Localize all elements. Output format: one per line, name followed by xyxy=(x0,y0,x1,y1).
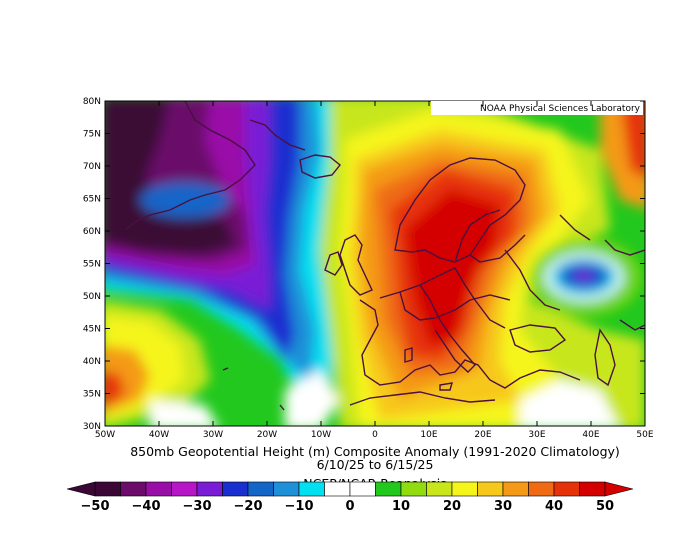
colorbar-swatch xyxy=(400,481,427,497)
colorbar-swatch xyxy=(579,481,606,497)
credit-box xyxy=(431,101,643,115)
latitude-label: 30N xyxy=(83,422,101,432)
colorbar-label: −30 xyxy=(183,499,212,514)
longitude-label: 10W xyxy=(311,430,331,440)
colorbar-label: −40 xyxy=(132,499,161,514)
longitude-label: 30W xyxy=(203,430,223,440)
longitude-label: 20E xyxy=(474,430,491,440)
colorbar-swatch xyxy=(94,481,121,497)
colorbar-swatch xyxy=(528,481,555,497)
colorbar-swatch xyxy=(120,481,147,497)
colorbar-swatch xyxy=(273,481,300,497)
colorbar-label: 0 xyxy=(345,499,354,514)
latitude-label: 50N xyxy=(83,292,101,302)
colorbar-swatch xyxy=(171,481,198,497)
colorbar-labels: −50 −40 −30 −20 −10 0 10 20 30 40 50 xyxy=(81,499,615,514)
colorbar-swatch xyxy=(298,481,325,497)
latitude-label: 65N xyxy=(83,195,101,205)
longitude-label: 40W xyxy=(149,430,169,440)
latitude-label: 45N xyxy=(83,325,101,335)
longitude-label: 20W xyxy=(257,430,277,440)
colorbar-swatch xyxy=(247,481,274,497)
latitude-label: 80N xyxy=(83,97,101,107)
colorbar-label: −20 xyxy=(234,499,263,514)
colorbar xyxy=(66,481,634,497)
longitude-label: 50W xyxy=(95,430,115,440)
colorbar-label: −50 xyxy=(81,499,110,514)
colorbar-swatch xyxy=(222,481,249,497)
colorbar-label: 50 xyxy=(596,499,614,514)
colorbar-swatch xyxy=(349,481,376,497)
map-date-range: 6/10/25 to 6/15/25 xyxy=(317,457,434,472)
colorbar-swatch xyxy=(502,481,529,497)
colorbar-swatch xyxy=(553,481,580,497)
colorbar-label: 40 xyxy=(545,499,563,514)
colorbar-swatch xyxy=(375,481,402,497)
map-title: 850mb Geopotential Height (m) Composite … xyxy=(130,444,620,459)
latitude-label: 40N xyxy=(83,357,101,367)
colorbar-swatch xyxy=(451,481,478,497)
coastlines xyxy=(124,101,645,411)
longitude-label: 30E xyxy=(528,430,545,440)
longitude-label: 40E xyxy=(582,430,599,440)
axis-ticks xyxy=(104,100,646,427)
credit-label: NOAA Physical Sciences Laboratory xyxy=(480,104,641,114)
latitude-label: 70N xyxy=(83,162,101,172)
colorbar-swatch xyxy=(324,481,351,497)
longitude-label: 10E xyxy=(420,430,437,440)
latitude-label: 35N xyxy=(83,390,101,400)
latitude-label: 55N xyxy=(83,260,101,270)
colorbar-high-arrow xyxy=(604,481,634,497)
colorbar-swatch xyxy=(477,481,504,497)
colorbar-swatch xyxy=(196,481,223,497)
anomaly-field xyxy=(105,101,645,426)
colorbar-swatch xyxy=(426,481,453,497)
colorbar-label: 20 xyxy=(443,499,461,514)
latitude-label: 75N xyxy=(83,130,101,140)
colorbar-swatch xyxy=(145,481,172,497)
longitude-label: 50E xyxy=(636,430,653,440)
latitude-label: 60N xyxy=(83,227,101,237)
longitude-labels: 50W 40W 30W 20W 10W 0 10E 20E 30E 40E 50E xyxy=(95,430,654,440)
colorbar-low-arrow xyxy=(66,481,96,497)
colorbar-label: 10 xyxy=(392,499,410,514)
colorbar-label: −10 xyxy=(285,499,314,514)
longitude-label: 0 xyxy=(372,430,378,440)
colorbar-label: 30 xyxy=(494,499,512,514)
latitude-labels: 80N 75N 70N 65N 60N 55N 50N 45N 40N 35N 30N xyxy=(83,97,101,432)
